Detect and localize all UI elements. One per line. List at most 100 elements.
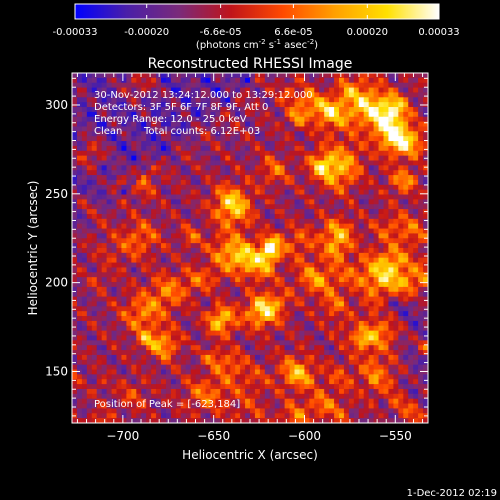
- heatmap-cell: [91, 87, 98, 94]
- heatmap-cell: [195, 121, 202, 128]
- heatmap-cell: [180, 194, 187, 200]
- heatmap-cell: [264, 116, 271, 123]
- heatmap-cell: [146, 87, 152, 94]
- heatmap-cell: [76, 97, 83, 103]
- heatmap-cell: [388, 403, 394, 410]
- heatmap-cell: [269, 82, 276, 89]
- heatmap-cell: [81, 398, 88, 405]
- heatmap-cell: [398, 316, 404, 322]
- heatmap-cell: [170, 257, 177, 264]
- heatmap-cell: [235, 194, 241, 200]
- heatmap-cell: [111, 141, 118, 147]
- heatmap-cell: [225, 330, 231, 337]
- heatmap-cell: [289, 145, 296, 152]
- heatmap-cell: [106, 92, 113, 98]
- heatmap-cell: [156, 238, 162, 244]
- heatmap-cell: [388, 141, 394, 147]
- heatmap-cell: [230, 92, 236, 98]
- heatmap-cell: [81, 170, 88, 176]
- heatmap-cell: [245, 155, 251, 162]
- heatmap-cell: [91, 107, 98, 113]
- heatmap-cell: [131, 82, 137, 89]
- heatmap-cell: [245, 340, 251, 346]
- heatmap-cell: [408, 82, 414, 89]
- heatmap-cell: [334, 243, 340, 249]
- heatmap-cell: [329, 306, 335, 312]
- heatmap-cell: [161, 189, 167, 196]
- heatmap-cell: [106, 286, 113, 293]
- heatmap-cell: [121, 277, 127, 283]
- heatmap-cell: [126, 213, 132, 220]
- heatmap-cell: [393, 301, 399, 307]
- heatmap-cell: [131, 165, 137, 171]
- heatmap-cell: [269, 131, 276, 137]
- heatmap-cell: [353, 388, 360, 395]
- heatmap-cell: [339, 252, 345, 259]
- heatmap-cell: [136, 107, 142, 113]
- heatmap-cell: [190, 150, 197, 157]
- heatmap-cell: [161, 131, 167, 137]
- heatmap-cell: [175, 291, 182, 298]
- heatmap-cell: [86, 107, 93, 113]
- heatmap-cell: [121, 379, 127, 385]
- heatmap-cell: [294, 92, 301, 98]
- heatmap-cell: [393, 272, 399, 278]
- heatmap-cell: [195, 369, 202, 375]
- heatmap-cell: [175, 218, 182, 225]
- heatmap-cell: [131, 150, 137, 157]
- heatmap-cell: [195, 340, 202, 346]
- heatmap-cell: [215, 340, 221, 346]
- heatmap-cell: [254, 350, 261, 356]
- heatmap-cell: [304, 282, 310, 288]
- heatmap-cell: [339, 170, 345, 176]
- heatmap-cell: [126, 141, 132, 147]
- heatmap-cell: [383, 136, 390, 142]
- heatmap-cell: [393, 170, 399, 176]
- heatmap-cell: [165, 248, 172, 254]
- heatmap-cell: [175, 374, 182, 380]
- heatmap-cell: [126, 316, 132, 322]
- heatmap-cell: [151, 131, 157, 137]
- heatmap-cell: [373, 388, 380, 395]
- heatmap-cell: [121, 354, 127, 361]
- heatmap-cell: [304, 218, 310, 225]
- heatmap-cell: [299, 359, 305, 366]
- heatmap-cell: [269, 403, 276, 410]
- heatmap-cell: [161, 199, 167, 205]
- heatmap-cell: [136, 199, 142, 205]
- heatmap-cell: [146, 320, 152, 327]
- heatmap-cell: [274, 136, 281, 142]
- heatmap-cell: [151, 228, 157, 235]
- heatmap-cell: [91, 170, 98, 176]
- heatmap-cell: [76, 213, 83, 220]
- heatmap-cell: [284, 175, 291, 181]
- heatmap-cell: [225, 248, 231, 254]
- heatmap-cell: [151, 320, 157, 327]
- heatmap-cell: [393, 194, 399, 200]
- heatmap-cell: [284, 136, 291, 142]
- heatmap-cell: [165, 218, 172, 225]
- heatmap-cell: [324, 82, 330, 89]
- heatmap-cell: [156, 291, 162, 298]
- heatmap-cell: [151, 97, 157, 103]
- heatmap-cell: [161, 184, 167, 191]
- heatmap-cell: [200, 175, 207, 181]
- heatmap-cell: [413, 145, 419, 152]
- heatmap-cell: [314, 87, 320, 94]
- heatmap-cell: [175, 238, 182, 244]
- heatmap-cell: [403, 82, 409, 89]
- heatmap-cell: [254, 335, 261, 341]
- heatmap-cell: [215, 316, 221, 322]
- heatmap-cell: [413, 325, 419, 332]
- heatmap-cell: [131, 145, 137, 152]
- heatmap-cell: [76, 126, 83, 132]
- heatmap-cell: [353, 238, 360, 244]
- heatmap-cell: [299, 388, 305, 395]
- heatmap-cell: [101, 398, 108, 405]
- heatmap-cell: [250, 374, 256, 380]
- heatmap-cell: [339, 160, 345, 166]
- heatmap-cell: [334, 252, 340, 259]
- heatmap-cell: [165, 213, 172, 220]
- heatmap-cell: [165, 330, 172, 337]
- heatmap-cell: [190, 126, 197, 132]
